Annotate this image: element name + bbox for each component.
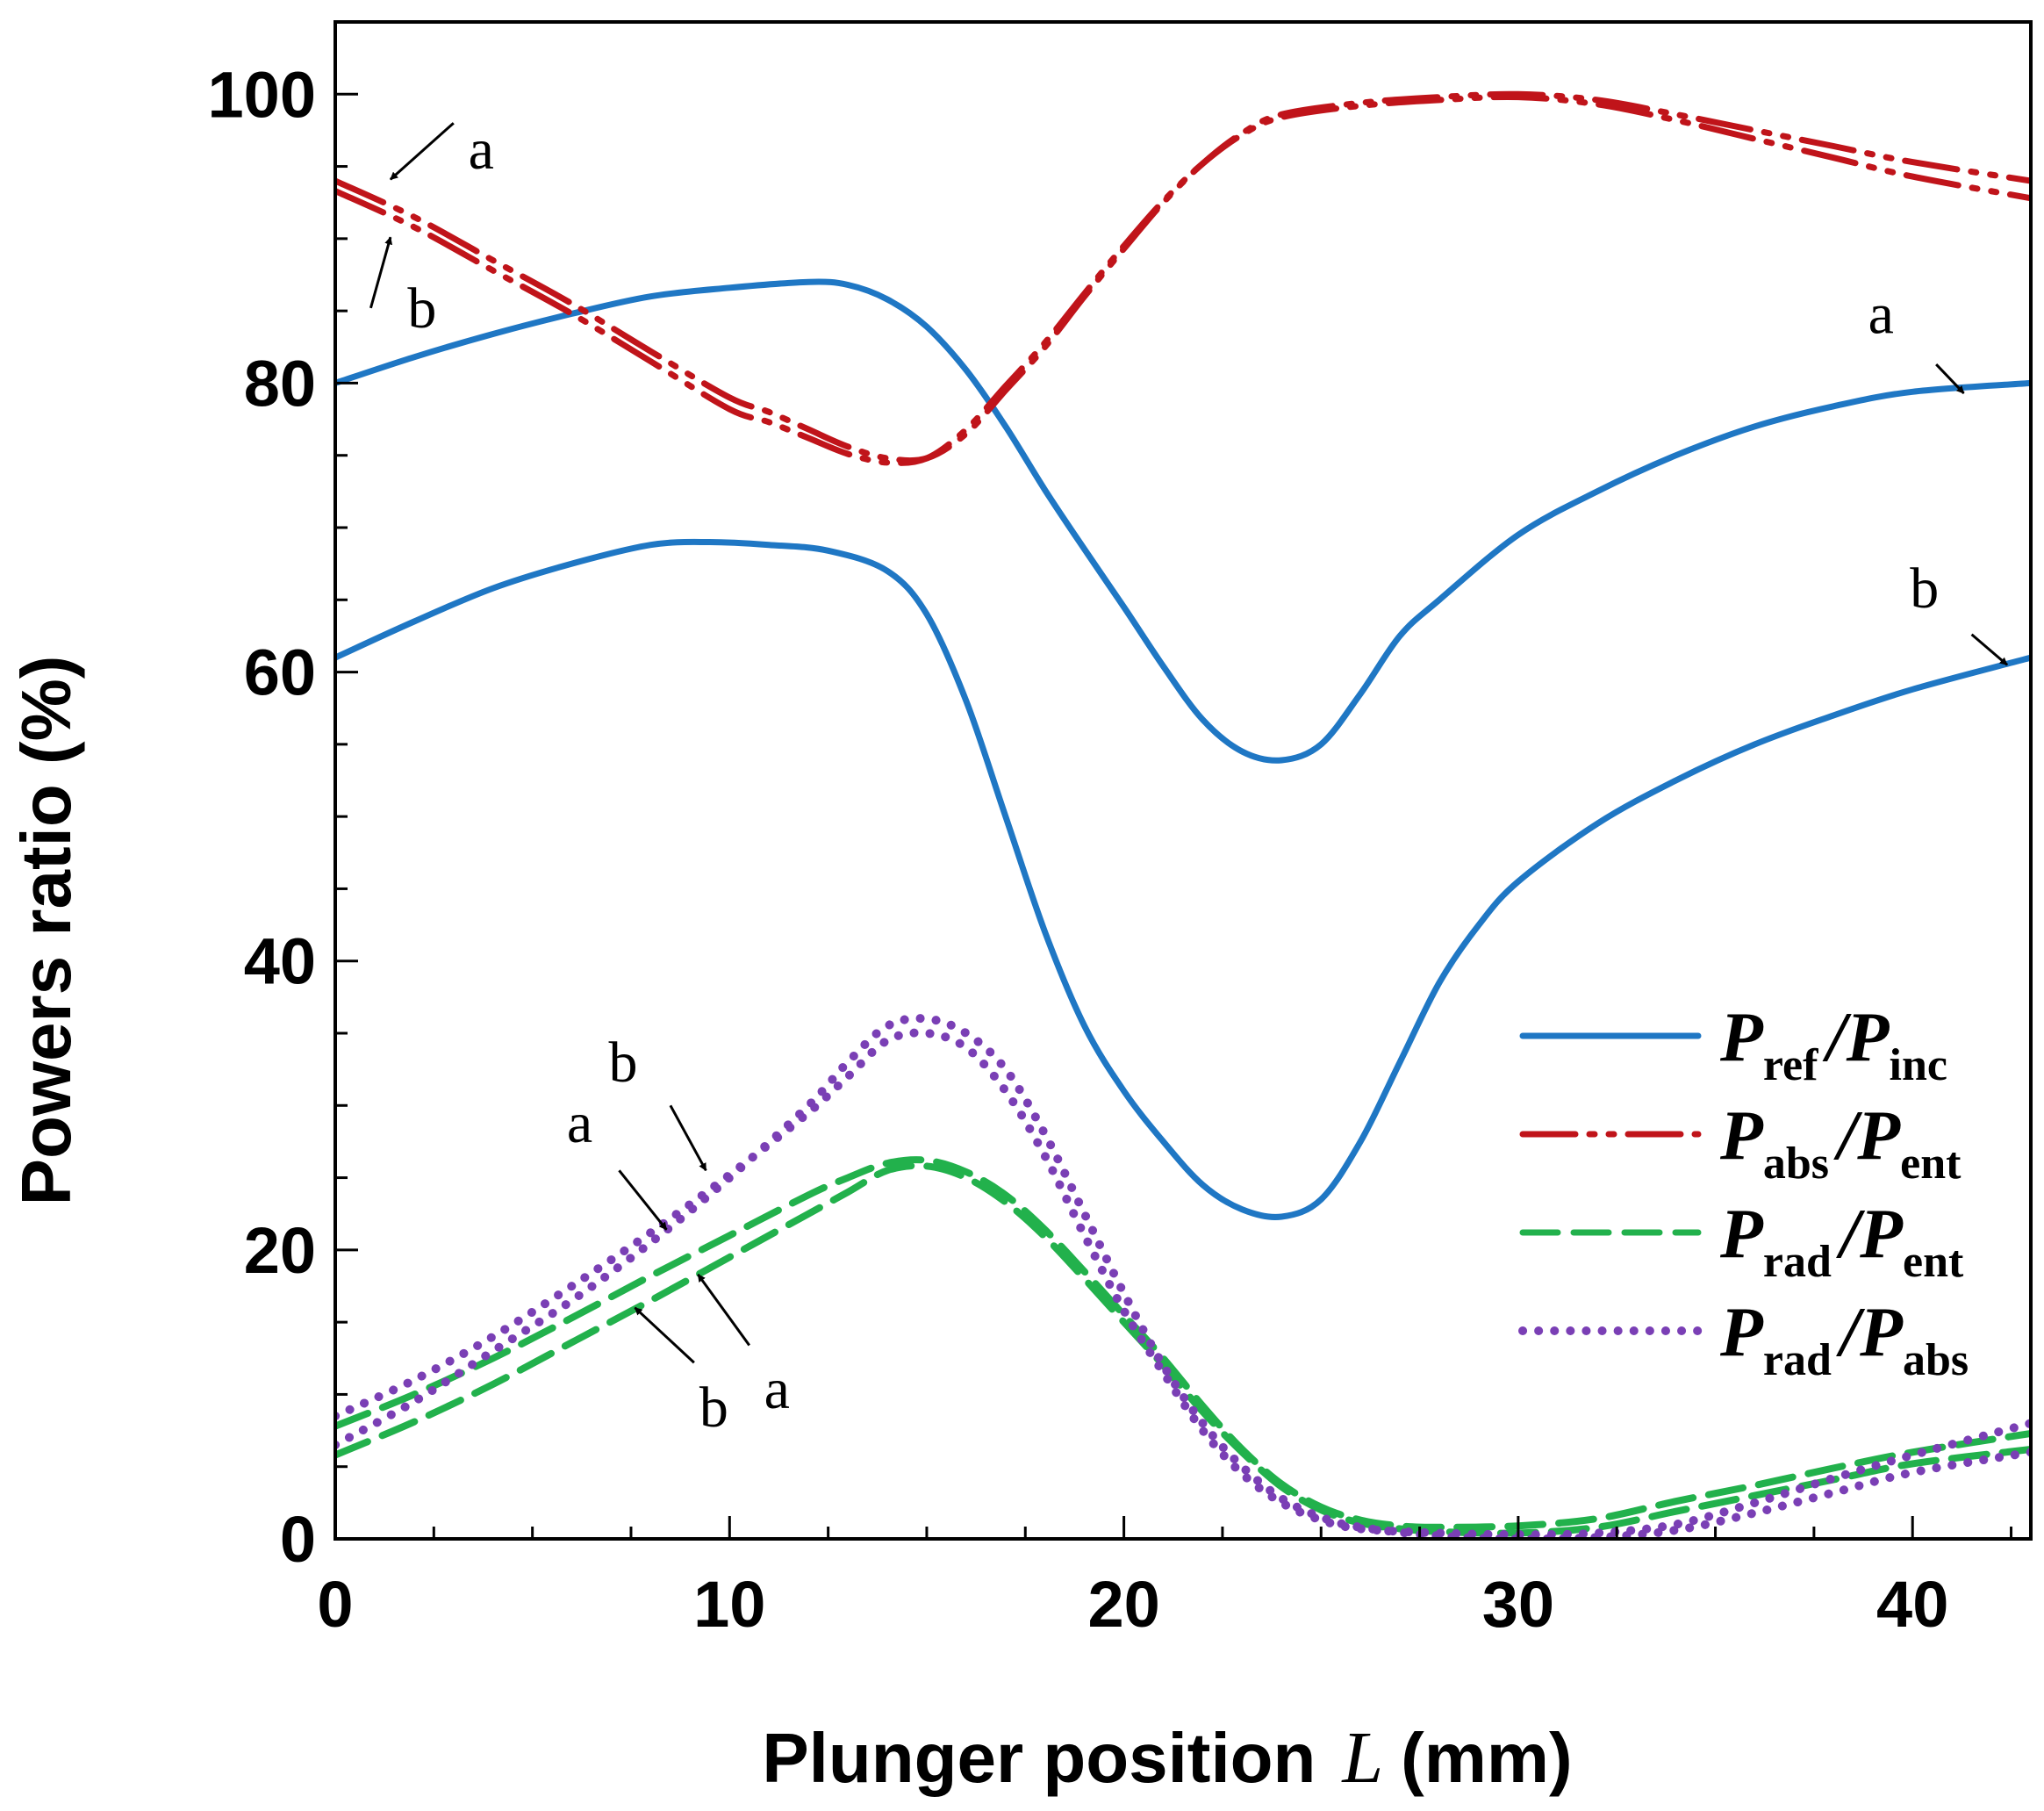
- plot-frame: [333, 20, 2033, 1541]
- series-line-abs-a: [335, 90, 2031, 464]
- series-line-rad-abs-b: [335, 1014, 2031, 1539]
- x-axis-title: Plunger position L (mm): [762, 1717, 1572, 1799]
- annotation-arrow: [1935, 363, 1965, 394]
- legend-label-ref_inc: Pref/Pinc: [1719, 999, 1947, 1090]
- annotation-arrow: [389, 122, 455, 181]
- annotation-label: b: [608, 1031, 637, 1095]
- x-tick-label: 20: [1087, 1568, 1159, 1641]
- x-tick-label: 0: [317, 1568, 353, 1641]
- series-line-rad-ent-b: [335, 1161, 2031, 1537]
- x-tick-label: 10: [693, 1568, 765, 1641]
- legend-label-rad_abs: Prad/Pabs: [1719, 1294, 1969, 1385]
- y-tick-label: 0: [280, 1503, 316, 1576]
- annotation-label: a: [764, 1357, 790, 1421]
- annotation-label: a: [567, 1091, 592, 1155]
- annotation-arrow: [634, 1306, 695, 1364]
- legend-label-abs_ent: Pabs/Pent: [1719, 1097, 1962, 1189]
- annotation-label: b: [1910, 557, 1939, 621]
- legend-label-rad_ent: Prad/Pent: [1719, 1196, 1964, 1287]
- annotation-label: a: [469, 118, 494, 182]
- annotation-label: b: [407, 277, 436, 341]
- x-axis-title-var: L: [1341, 1717, 1383, 1799]
- y-tick-label: 100: [208, 58, 316, 131]
- y-tick-label: 80: [244, 347, 316, 420]
- series-layer: [335, 90, 2031, 1539]
- annotation-label: b: [699, 1376, 728, 1440]
- x-axis-title-text: Plunger position: [762, 1719, 1316, 1797]
- series-line-ref-a: [335, 278, 2031, 764]
- annotation-arrow: [1970, 633, 2009, 666]
- annotation-arrow: [369, 236, 393, 309]
- annotation-label: a: [1868, 282, 1894, 346]
- x-tick-label: 30: [1482, 1568, 1554, 1641]
- series-line-abs-b: [335, 93, 2031, 466]
- x-axis-title-unit: (mm): [1401, 1719, 1573, 1797]
- y-axis-title: Powers ratio (%): [7, 656, 85, 1206]
- annotation-arrow: [618, 1169, 668, 1231]
- series-line-ref-b: [335, 538, 2031, 1220]
- tick-layer: 0 20 40 60 80 100 0 10 20 30 40: [208, 58, 2013, 1641]
- series-line-rad-abs-a: [335, 1028, 2031, 1539]
- y-tick-label: 20: [244, 1214, 316, 1287]
- x-tick-label: 40: [1876, 1568, 1948, 1641]
- y-tick-label: 60: [244, 636, 316, 709]
- annotation-arrow: [669, 1104, 707, 1172]
- y-tick-label: 40: [244, 925, 316, 998]
- annotation-arrow: [697, 1273, 750, 1347]
